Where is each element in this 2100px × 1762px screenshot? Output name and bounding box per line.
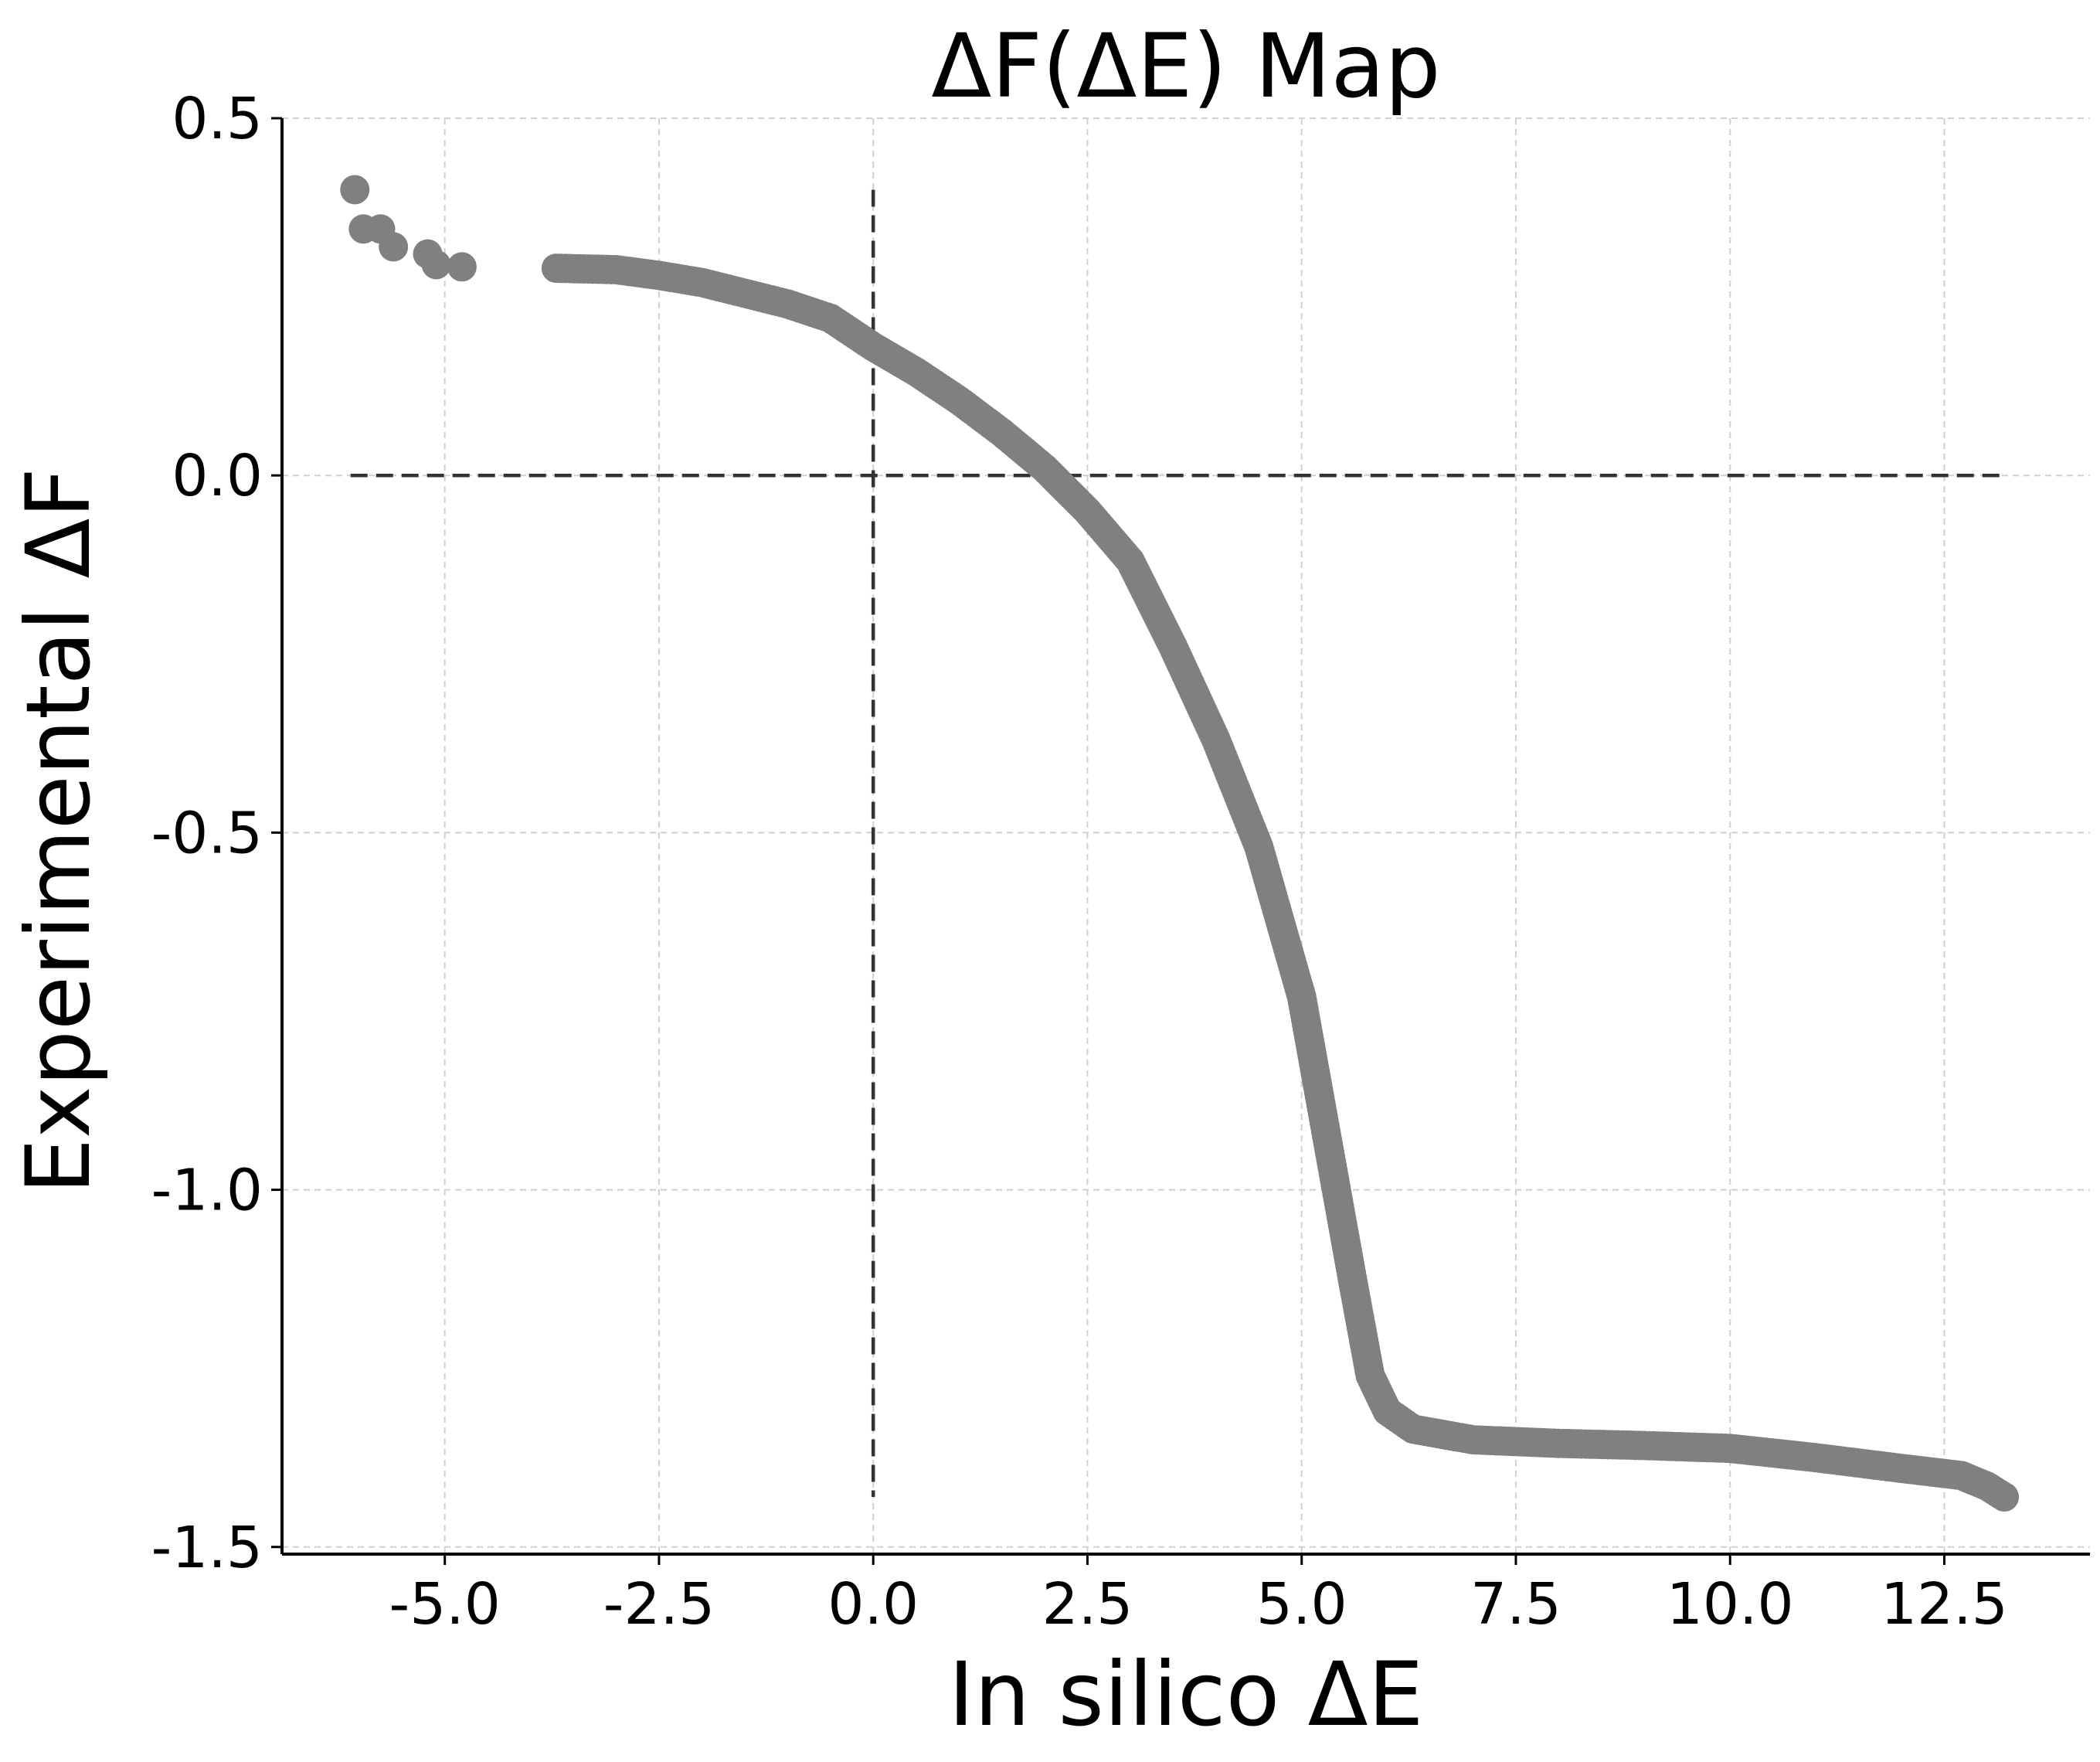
y-tick-label: 0.5 <box>172 86 263 152</box>
x-tick-label: 12.5 <box>1881 1571 2008 1638</box>
reference-lines <box>350 189 2005 1498</box>
x-tick-label: 2.5 <box>1042 1571 1133 1638</box>
y-tick-label: -0.5 <box>151 800 263 866</box>
x-tick-label: 5.0 <box>1256 1571 1347 1638</box>
data-point <box>447 252 477 282</box>
x-tick-label: 0.0 <box>827 1571 919 1638</box>
x-ticks: -5.0 -2.5 0.0 2.5 5.0 7.5 10.0 12.5 <box>389 1554 2008 1638</box>
y-ticks: 0.5 0.0 -0.5 -1.0 -1.5 <box>151 86 282 1581</box>
y-tick-label: -1.5 <box>151 1515 263 1581</box>
data-point <box>379 232 409 262</box>
axes <box>280 118 2090 1556</box>
data-points <box>340 175 2020 1512</box>
y-tick-label: -1.0 <box>151 1158 263 1224</box>
x-tick-label: 10.0 <box>1667 1571 1794 1638</box>
data-point <box>421 250 451 280</box>
data-point <box>340 175 370 205</box>
chart-title: ΔF(ΔE) Map <box>931 15 1440 117</box>
grid <box>282 117 2090 1554</box>
x-tick-label: 7.5 <box>1470 1571 1561 1638</box>
data-point <box>1990 1482 2020 1512</box>
y-axis-label: Experimental ΔF <box>7 468 110 1194</box>
y-tick-label: 0.0 <box>172 443 263 509</box>
x-tick-label: -5.0 <box>389 1571 501 1638</box>
x-axis-label: In silico ΔE <box>948 1643 1423 1746</box>
x-tick-label: -2.5 <box>603 1571 715 1638</box>
